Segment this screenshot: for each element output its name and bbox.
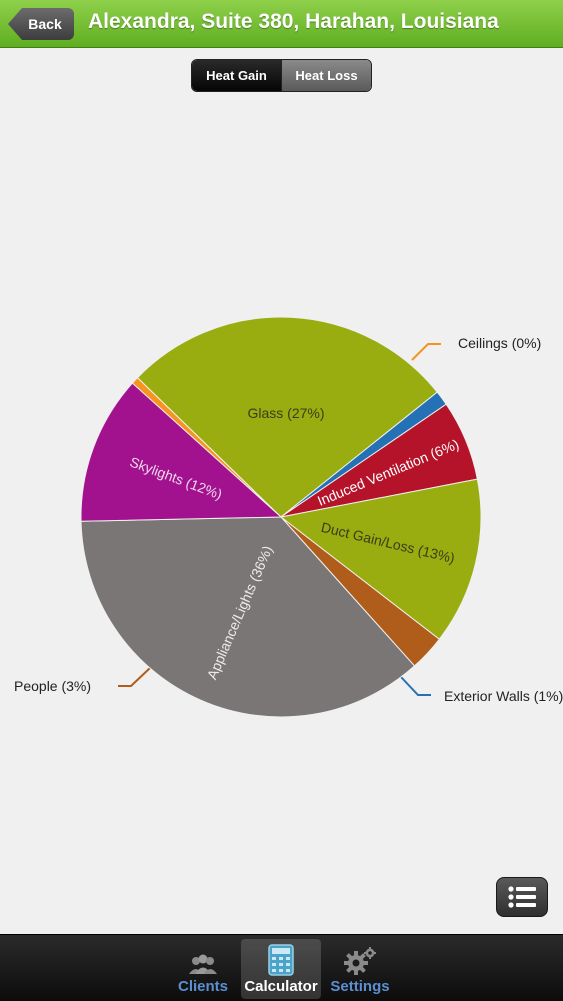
segment-heat-gain[interactable]: Heat Gain [192, 60, 281, 91]
tab-calculator-label: Calculator [244, 978, 318, 995]
calculator-icon [268, 944, 294, 976]
leader-line [411, 343, 441, 361]
tab-clients-label: Clients [177, 978, 228, 995]
pie-slice[interactable] [136, 316, 438, 518]
pie-slice[interactable] [279, 478, 482, 640]
heat-mode-segmented-control: Heat Gain Heat Loss [191, 59, 372, 92]
segment-heat-loss[interactable]: Heat Loss [281, 60, 371, 91]
back-button[interactable]: Back [8, 8, 74, 40]
heat-gain-pie-chart: Ceilings (0%) Glass (27%) Exterior Walls (… [14, 316, 563, 718]
slice-label: People (3%) [14, 678, 91, 694]
tab-calculator[interactable]: Calculator [241, 939, 321, 999]
pie-slice[interactable] [80, 516, 416, 718]
gear-icon [344, 947, 376, 975]
leader-line [400, 676, 431, 696]
page-title: Alexandra, Suite 380, Harahan, Louisiana [88, 10, 499, 33]
tab-settings-label: Settings [330, 978, 390, 995]
list-icon [508, 886, 536, 908]
nav-bar: Back Alexandra, Suite 380, Harahan, Loui… [0, 0, 563, 48]
slice-label: Exterior Walls (1%) [444, 688, 563, 704]
pie-slice[interactable] [80, 382, 283, 522]
list-button[interactable] [496, 877, 548, 917]
tab-settings[interactable]: Settings [320, 939, 400, 999]
people-icon [189, 954, 217, 974]
leader-line [118, 667, 151, 687]
slice-label: Ceilings (0%) [458, 335, 541, 351]
tab-clients[interactable]: Clients [163, 939, 243, 999]
tab-bar: Clients Calculator Settings [0, 934, 563, 1001]
slice-label: Glass (27%) [247, 405, 324, 421]
